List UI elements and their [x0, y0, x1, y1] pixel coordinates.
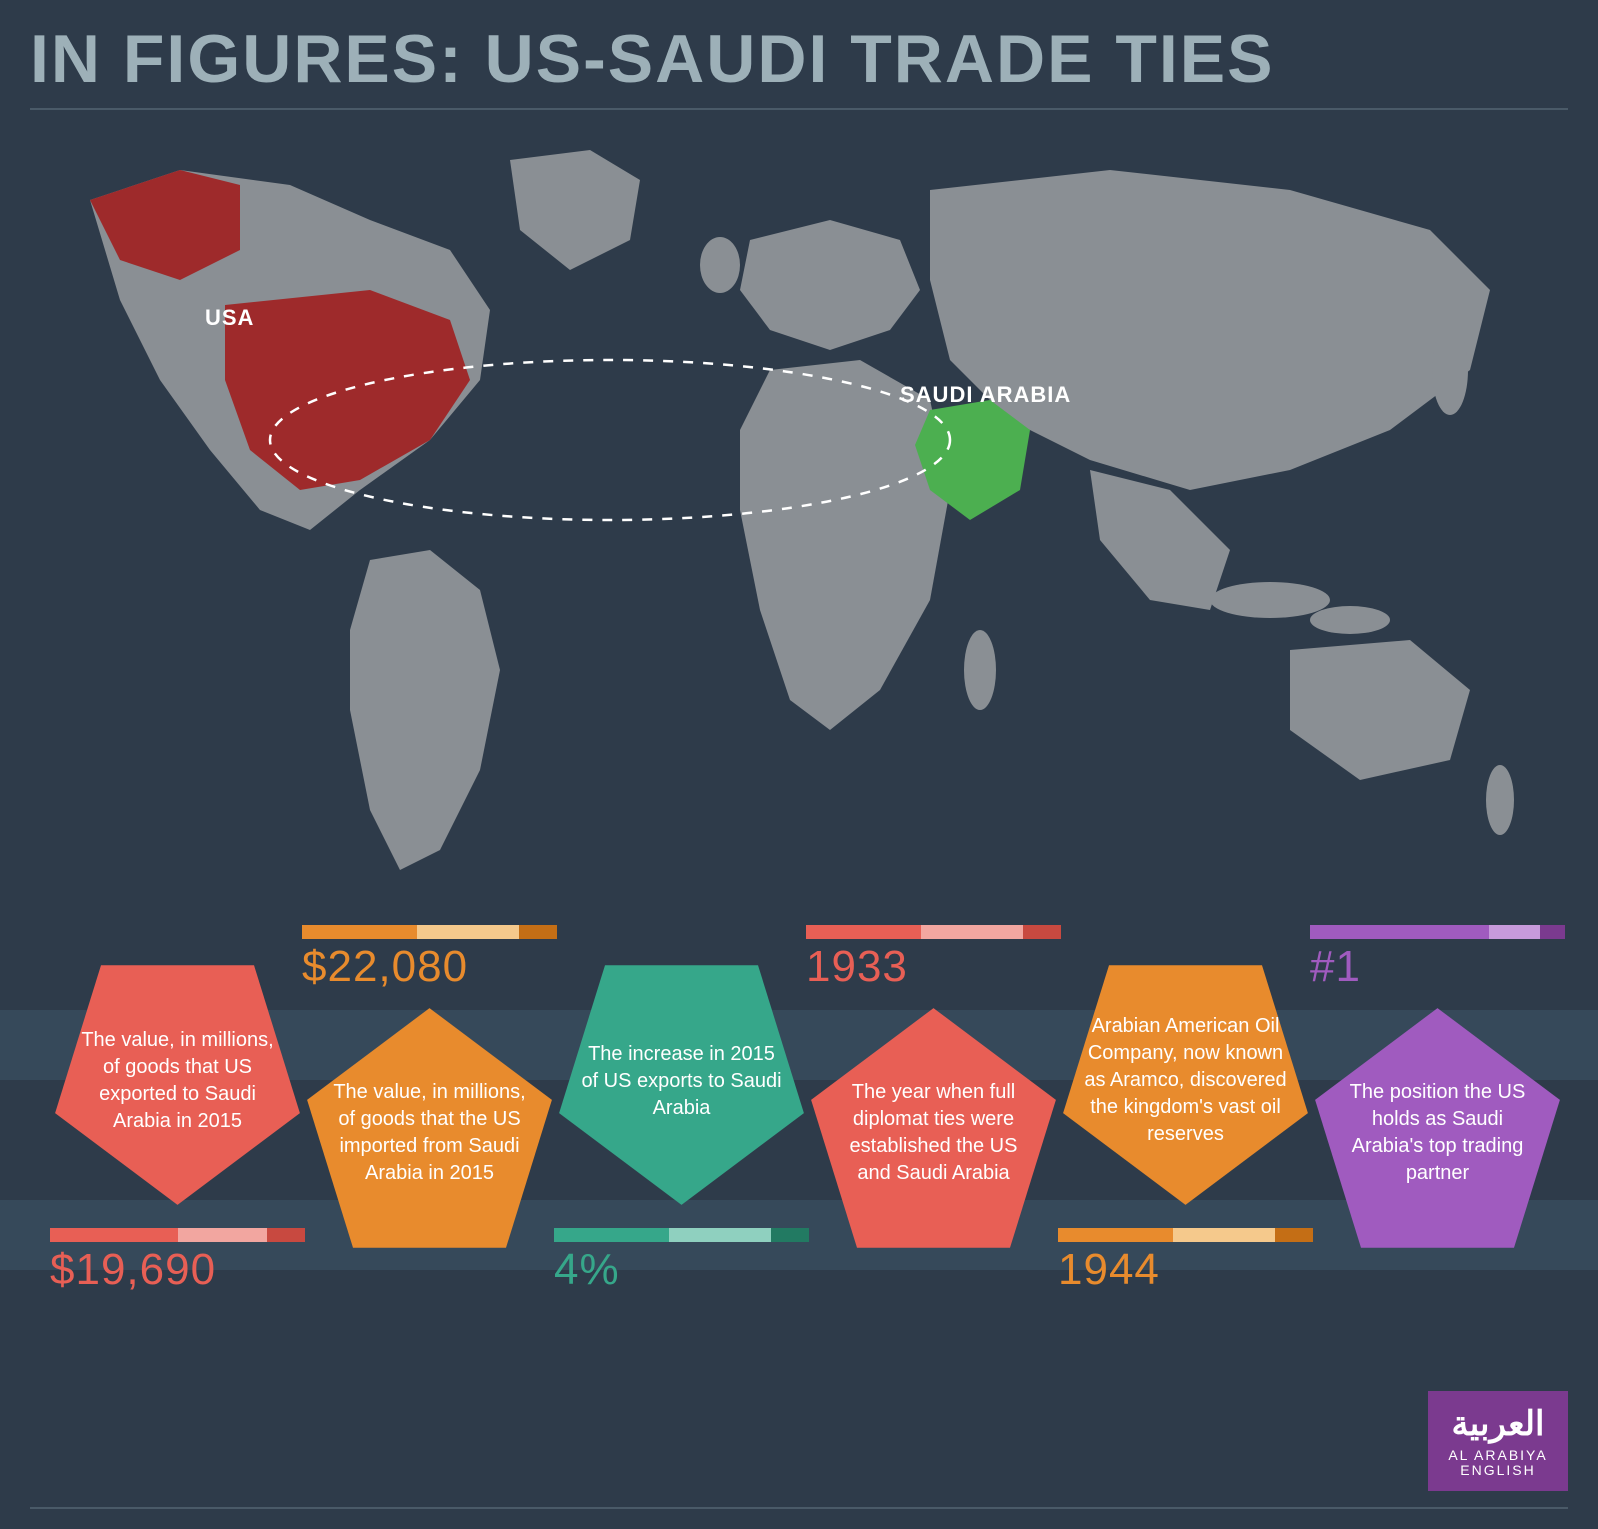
pentagon-shape: Arabian American Oil Company, now known … — [1058, 955, 1313, 1210]
stat-description: The increase in 2015 of US exports to Sa… — [580, 1040, 784, 1121]
stat-description: The year when full diplomat ties were es… — [832, 1079, 1036, 1187]
stat-aramco-year: Arabian American Oil Company, now known … — [1058, 955, 1313, 1306]
stat-description: The value, in millions, of goods that US… — [76, 1026, 280, 1134]
pentagon-shape: The increase in 2015 of US exports to Sa… — [554, 955, 809, 1210]
stat-value: $22,080 — [302, 945, 557, 989]
stat-exports-value: The value, in millions, of goods that US… — [50, 955, 305, 1306]
title-divider — [30, 108, 1568, 110]
pentagon-shape: The year when full diplomat ties were es… — [806, 1003, 1061, 1258]
footer-divider — [30, 1507, 1568, 1509]
stat-position: #1 The position the US holds as Saudi Ara… — [1310, 925, 1565, 1258]
value-bar — [806, 925, 1061, 939]
stats-row: The value, in millions, of goods that US… — [0, 900, 1598, 1380]
stat-value: 4% — [554, 1248, 809, 1292]
value-bar — [50, 1228, 305, 1242]
pentagon-shape: The value, in millions, of goods that US… — [50, 955, 305, 1210]
stat-description: The value, in millions, of goods that th… — [328, 1079, 532, 1187]
map-svg — [30, 130, 1568, 910]
stat-imports-value: $22,080 The value, in millions, of goods … — [302, 925, 557, 1258]
page-title: IN FIGURES: US-SAUDI TRADE TIES — [0, 0, 1598, 108]
value-bar — [302, 925, 557, 939]
value-bar — [554, 1228, 809, 1242]
map-label-saudi: SAUDI ARABIA — [900, 382, 1071, 408]
pentagon-shape: The value, in millions, of goods that th… — [302, 1003, 557, 1258]
stat-value: $19,690 — [50, 1248, 305, 1292]
stat-diplomat-year: 1933 The year when full diplomat ties wer… — [806, 925, 1061, 1258]
value-bar — [1310, 925, 1565, 939]
map-label-usa: USA — [205, 305, 254, 331]
logo-english: AL ARABIYAENGLISH — [1448, 1448, 1547, 1479]
value-bar — [1058, 1228, 1313, 1242]
stat-value: 1933 — [806, 945, 1061, 989]
world-map: USA SAUDI ARABIA — [30, 130, 1568, 910]
pentagon-shape: The position the US holds as Saudi Arabi… — [1310, 1003, 1565, 1258]
logo-arabic: العربية — [1452, 1404, 1545, 1444]
stat-description: Arabian American Oil Company, now known … — [1084, 1012, 1288, 1147]
stat-value: 1944 — [1058, 1248, 1313, 1292]
brand-logo: العربية AL ARABIYAENGLISH — [1428, 1391, 1568, 1491]
stat-description: The position the US holds as Saudi Arabi… — [1336, 1079, 1540, 1187]
stat-value: #1 — [1310, 945, 1565, 989]
stat-export-increase: The increase in 2015 of US exports to Sa… — [554, 955, 809, 1306]
